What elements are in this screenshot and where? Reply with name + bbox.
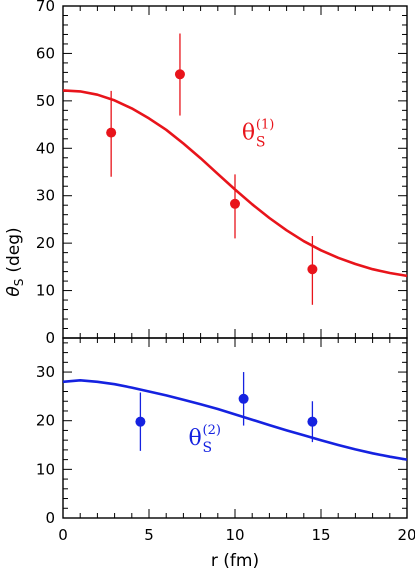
x-tick-label: 5 bbox=[144, 526, 154, 544]
y-tick-label: 40 bbox=[36, 139, 55, 157]
y-axis-label: θS (deg) bbox=[4, 227, 26, 296]
y-tick-label: 70 bbox=[36, 0, 55, 15]
data-point bbox=[238, 393, 249, 404]
x-tick-label: 15 bbox=[311, 526, 330, 544]
y-tick-label: 30 bbox=[36, 363, 55, 381]
series-label-superscript: (2) bbox=[203, 423, 221, 438]
x-axis-label: r (fm) bbox=[211, 551, 259, 571]
data-point bbox=[174, 69, 185, 80]
y-tick-label: 10 bbox=[36, 460, 55, 478]
bottom-panel: 0 10 20 30 0 5 10 15 20 θ (2) S bbox=[36, 337, 415, 544]
plot-frame bbox=[62, 5, 408, 339]
y-tick-label: 0 bbox=[45, 509, 55, 527]
y-tick-label: 30 bbox=[36, 187, 55, 205]
series-label-subscript: S bbox=[203, 440, 213, 456]
y-axis-label-unit: (deg) bbox=[4, 227, 24, 272]
x-tick-label: 10 bbox=[225, 526, 244, 544]
data-point bbox=[307, 416, 318, 427]
top-panel: 0 10 20 30 40 50 60 70 θ (1) S bbox=[36, 0, 408, 347]
y-tick-label: 20 bbox=[36, 234, 55, 252]
y-tick-label: 10 bbox=[36, 282, 55, 300]
x-axis-title: r (fm) bbox=[211, 551, 259, 571]
y-tick-label: 0 bbox=[45, 329, 55, 347]
y-axis-title: θS (deg) bbox=[4, 227, 26, 296]
plot-frame bbox=[62, 337, 408, 519]
model-curve bbox=[62, 378, 408, 461]
y-axis-label-symbol: θ bbox=[4, 286, 24, 297]
series-label-superscript: (1) bbox=[256, 118, 274, 133]
series-label-subscript: S bbox=[256, 135, 266, 151]
data-point bbox=[135, 416, 146, 427]
y-tick-label: 20 bbox=[36, 412, 55, 430]
series-label: θ bbox=[242, 121, 255, 146]
y-tick-label: 50 bbox=[36, 92, 55, 110]
x-tick-label: 0 bbox=[58, 526, 68, 544]
y-axis-label-subscript: S bbox=[12, 279, 26, 287]
data-point bbox=[230, 198, 240, 209]
x-tick-label: 20 bbox=[397, 526, 415, 544]
data-point bbox=[307, 264, 318, 275]
y-tick-label: 60 bbox=[36, 44, 55, 62]
data-point bbox=[106, 127, 117, 138]
series-label: θ bbox=[189, 426, 202, 451]
